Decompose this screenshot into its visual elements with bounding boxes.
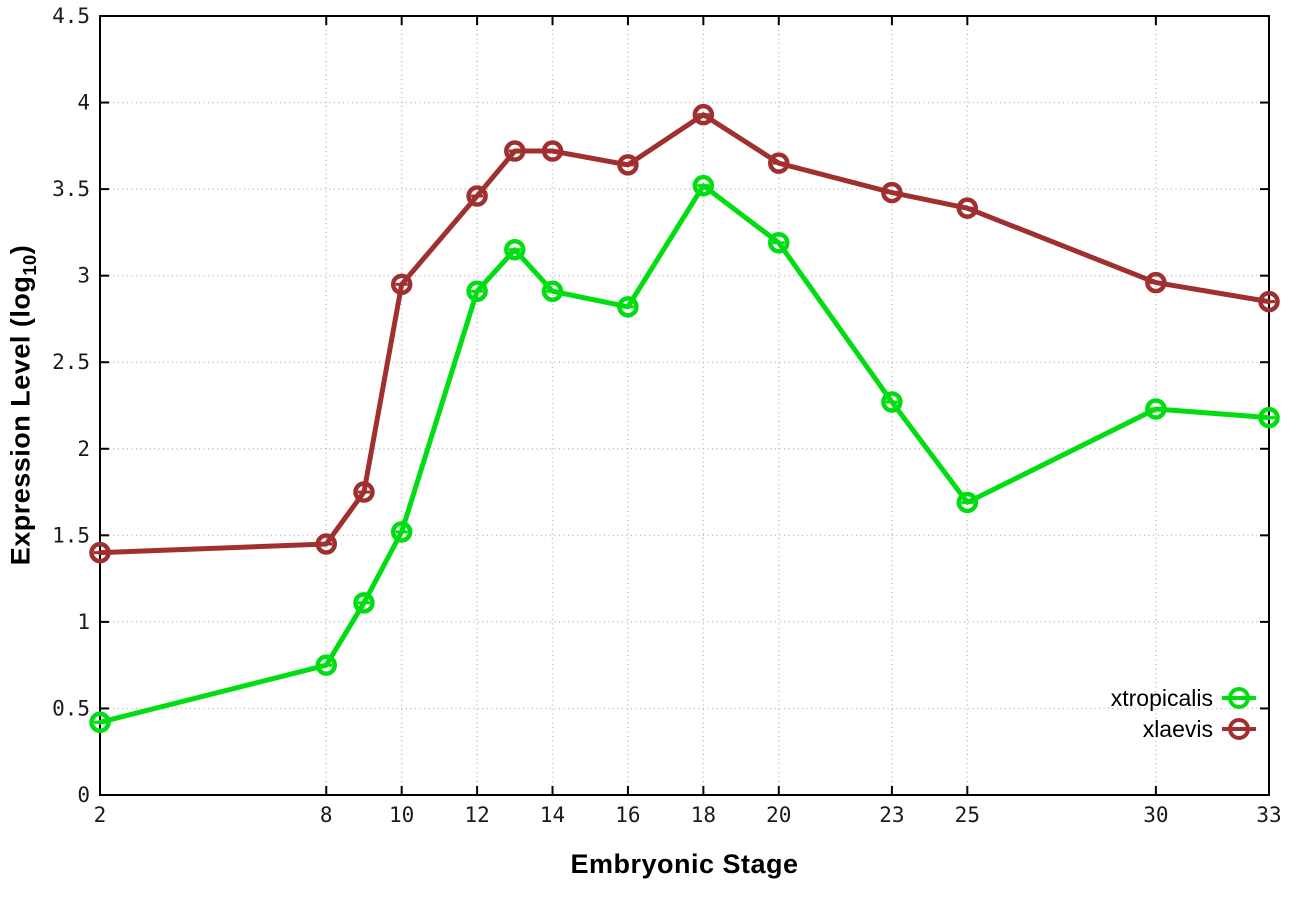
marker-xlaevis (692, 103, 715, 126)
marker-xlaevis (466, 185, 488, 207)
marker-xtropicalis (956, 491, 979, 514)
series-line-xtropicalis (97, 183, 1272, 725)
marker-xlaevis (315, 533, 338, 555)
marker-xtropicalis (1145, 398, 1167, 420)
y-tick-label: 0.5 (52, 696, 90, 720)
x-tick-label: 18 (691, 803, 716, 827)
y-axis-label-suffix: ) (5, 244, 36, 255)
y-tick-label: 0 (77, 783, 90, 807)
legend-marker-xtropicalis (1222, 686, 1256, 710)
x-tick-label: 25 (955, 803, 980, 827)
marker-xlaevis (768, 152, 790, 174)
x-axis-label: Embryonic Stage (570, 849, 799, 879)
marker-xtropicalis (89, 711, 111, 734)
marker-xtropicalis (768, 232, 790, 254)
legend-item-xtropicalis: xtropicalis (1111, 684, 1256, 712)
y-tick-label: 2 (77, 437, 90, 461)
x-tick-label: 2 (94, 803, 107, 827)
marker-xlaevis (504, 140, 526, 162)
x-tick-label: 14 (540, 803, 565, 827)
marker-xtropicalis (1258, 406, 1280, 429)
marker-xlaevis (617, 154, 639, 176)
y-tick-label: 2.5 (52, 350, 90, 374)
x-tick-label: 33 (1256, 803, 1281, 827)
legend: xtropicalis xlaevis (1111, 684, 1256, 743)
marker-xtropicalis (692, 174, 715, 197)
y-tick-label: 1.5 (52, 523, 90, 547)
marker-xtropicalis (390, 521, 413, 543)
x-tick-label: 10 (389, 803, 414, 827)
y-axis-label-subscript: 10 (18, 254, 40, 276)
x-tick-label: 8 (320, 803, 333, 827)
y-tick-label: 4.5 (52, 4, 90, 28)
marker-xtropicalis (617, 296, 639, 318)
marker-xlaevis (956, 197, 979, 219)
marker-xlaevis (1258, 290, 1280, 313)
legend-label-xlaevis: xlaevis (1142, 715, 1213, 742)
x-tick-label: 23 (879, 803, 904, 827)
marker-xtropicalis (466, 280, 488, 302)
series-line-xlaevis (97, 112, 1272, 556)
marker-xlaevis (390, 273, 413, 296)
y-axis-label: Expression Level (log10) (6, 16, 46, 795)
x-tick-label: 30 (1143, 803, 1168, 827)
y-tick-label: 3.5 (52, 177, 90, 201)
x-tick-label: 20 (766, 803, 791, 827)
marker-xlaevis (89, 541, 111, 564)
x-tick-label: 12 (464, 803, 489, 827)
marker-xlaevis (353, 481, 375, 503)
y-tick-label: 3 (77, 264, 90, 288)
marker-xtropicalis (504, 238, 526, 261)
y-tick-label: 1 (77, 610, 90, 634)
marker-xlaevis (881, 181, 903, 204)
legend-marker-xlaevis (1222, 717, 1256, 741)
marker-xlaevis (1145, 271, 1167, 294)
x-tick-label: 16 (615, 803, 640, 827)
marker-xtropicalis (353, 592, 375, 614)
marker-xtropicalis (541, 280, 564, 302)
legend-label-xtropicalis: xtropicalis (1110, 684, 1213, 711)
y-tick-label: 4 (77, 91, 90, 115)
legend-item-xlaevis: xlaevis (1111, 715, 1256, 743)
marker-xtropicalis (315, 654, 338, 676)
marker-xlaevis (541, 140, 564, 162)
marker-xtropicalis (881, 391, 903, 413)
y-axis-label-text: Expression Level (log (5, 275, 36, 566)
plot-border (99, 15, 1270, 796)
